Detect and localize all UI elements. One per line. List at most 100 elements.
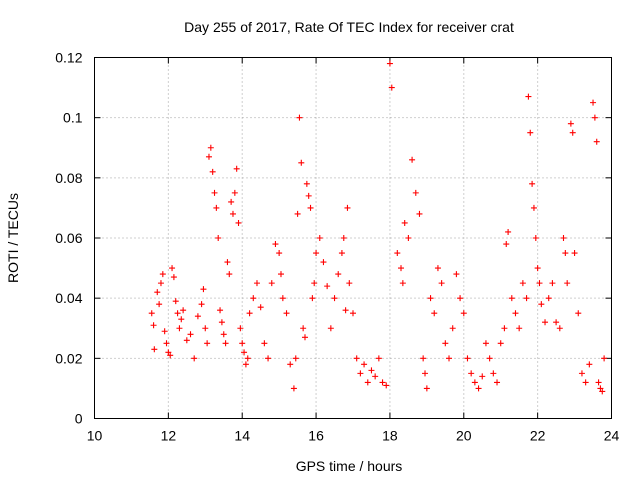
data-point bbox=[353, 355, 360, 362]
data-point bbox=[268, 280, 275, 287]
data-point bbox=[157, 280, 164, 287]
data-point bbox=[257, 304, 264, 311]
data-point bbox=[301, 334, 308, 341]
data-point bbox=[388, 84, 395, 91]
data-point bbox=[250, 295, 257, 302]
data-point bbox=[178, 316, 185, 323]
data-point bbox=[549, 280, 556, 287]
data-point bbox=[296, 114, 303, 121]
data-point bbox=[412, 189, 419, 196]
data-point bbox=[218, 319, 225, 326]
data-point bbox=[344, 204, 351, 211]
data-point bbox=[161, 328, 168, 335]
data-point bbox=[154, 289, 161, 296]
data-point bbox=[375, 355, 382, 362]
data-point bbox=[290, 385, 297, 392]
data-point bbox=[383, 382, 390, 389]
data-point bbox=[503, 241, 510, 248]
data-point bbox=[307, 204, 314, 211]
chart-title: Day 255 of 2017, Rate Of TEC Index for r… bbox=[184, 19, 514, 35]
data-point bbox=[449, 325, 456, 332]
data-point bbox=[246, 310, 253, 317]
y-tick-label: 0.06 bbox=[55, 230, 82, 246]
data-point bbox=[460, 310, 467, 317]
data-point bbox=[538, 301, 545, 308]
data-point bbox=[471, 379, 478, 386]
data-point bbox=[505, 228, 512, 235]
data-point bbox=[303, 180, 310, 187]
data-point bbox=[542, 319, 549, 326]
x-tick-label: 20 bbox=[456, 428, 472, 444]
data-point bbox=[300, 325, 307, 332]
x-tick-label: 22 bbox=[530, 428, 546, 444]
x-tick-label: 10 bbox=[87, 428, 103, 444]
data-point bbox=[215, 235, 222, 241]
data-point bbox=[198, 301, 205, 308]
data-point bbox=[361, 361, 368, 368]
data-point bbox=[578, 370, 585, 377]
data-point bbox=[242, 361, 249, 368]
data-point bbox=[224, 259, 231, 266]
data-point bbox=[401, 219, 408, 226]
data-point bbox=[519, 280, 526, 287]
data-point bbox=[241, 349, 248, 356]
data-point bbox=[183, 337, 190, 344]
x-axis-label: GPS time / hours bbox=[296, 458, 403, 474]
x-tick-label: 24 bbox=[604, 428, 620, 444]
data-point bbox=[169, 265, 176, 272]
data-point bbox=[194, 313, 201, 320]
data-point bbox=[346, 280, 353, 287]
data-point bbox=[569, 129, 576, 136]
data-point bbox=[571, 250, 578, 257]
data-point bbox=[427, 295, 434, 302]
data-point bbox=[530, 204, 537, 211]
data-point bbox=[575, 310, 582, 317]
data-point bbox=[442, 340, 449, 347]
data-point bbox=[595, 379, 602, 386]
data-point bbox=[409, 156, 416, 163]
data-point bbox=[150, 322, 157, 329]
data-point bbox=[560, 235, 567, 241]
data-point bbox=[532, 235, 539, 241]
x-tick-label: 14 bbox=[234, 428, 250, 444]
data-point bbox=[209, 168, 216, 175]
data-point bbox=[398, 265, 405, 272]
data-point bbox=[591, 114, 598, 121]
data-point bbox=[422, 370, 429, 377]
data-point bbox=[148, 310, 155, 317]
data-point bbox=[590, 99, 597, 106]
data-point bbox=[350, 310, 356, 317]
data-points bbox=[148, 60, 608, 395]
data-point bbox=[180, 307, 187, 314]
data-point bbox=[420, 355, 427, 362]
data-point bbox=[416, 210, 423, 217]
data-point bbox=[174, 310, 181, 317]
data-point bbox=[399, 280, 406, 287]
data-point bbox=[534, 265, 541, 272]
data-point bbox=[187, 331, 194, 338]
data-point bbox=[244, 355, 251, 362]
data-point bbox=[316, 235, 323, 241]
data-point bbox=[233, 165, 240, 172]
data-point bbox=[217, 307, 224, 314]
data-point bbox=[586, 361, 593, 368]
data-point bbox=[156, 301, 163, 308]
data-point bbox=[394, 250, 401, 257]
data-point bbox=[379, 379, 386, 386]
plot-frame bbox=[94, 57, 612, 419]
data-point bbox=[272, 241, 279, 248]
data-point bbox=[508, 295, 515, 302]
data-point bbox=[593, 138, 600, 145]
x-tick-label: 18 bbox=[382, 428, 398, 444]
data-point bbox=[279, 295, 286, 302]
data-point bbox=[229, 210, 236, 217]
y-tick-label: 0.04 bbox=[55, 290, 82, 306]
data-point bbox=[372, 373, 379, 380]
data-point bbox=[601, 355, 608, 362]
data-point bbox=[529, 180, 536, 187]
data-point bbox=[453, 271, 460, 278]
data-point bbox=[386, 60, 393, 67]
data-point bbox=[327, 325, 334, 332]
data-point bbox=[200, 286, 207, 293]
data-point bbox=[525, 93, 532, 100]
